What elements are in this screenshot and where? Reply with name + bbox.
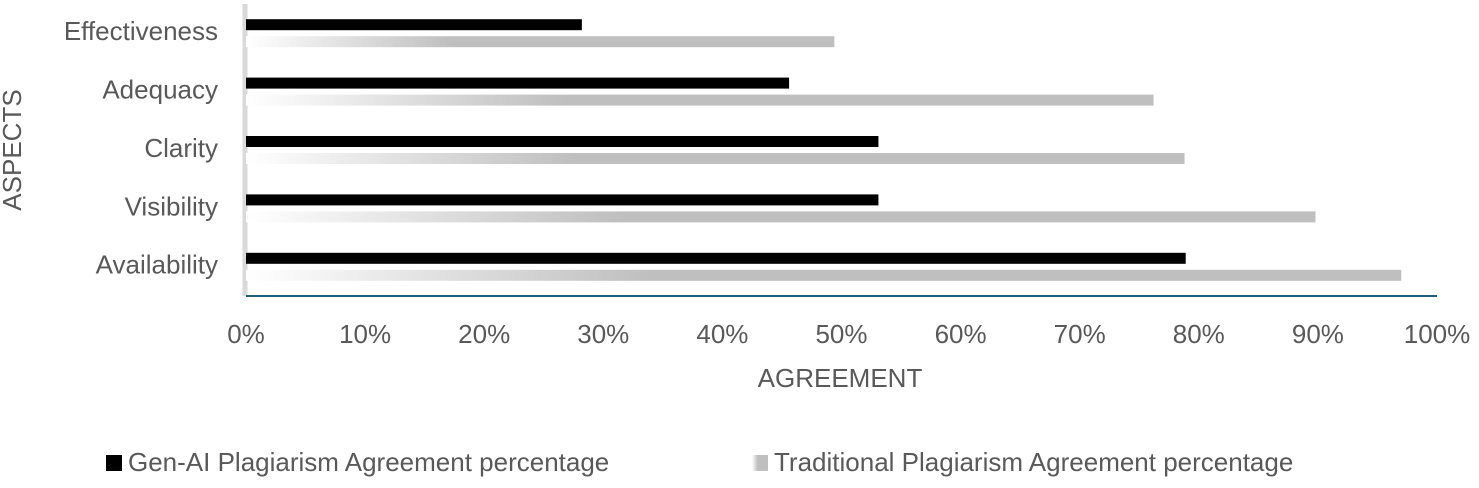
x-tick-label: 90% <box>1292 319 1344 349</box>
legend-label: Gen-AI Plagiarism Agreement percentage <box>128 447 609 477</box>
x-tick-label: 50% <box>815 319 867 349</box>
x-tick-label: 70% <box>1054 319 1106 349</box>
y-axis-title: ASPECTS <box>0 89 27 210</box>
x-tick-label: 30% <box>577 319 629 349</box>
y-tick-label: Clarity <box>144 133 218 163</box>
bar <box>246 94 1154 106</box>
bar <box>246 36 835 48</box>
x-tick-label: 20% <box>458 319 510 349</box>
x-tick-label: 0% <box>227 319 265 349</box>
x-tick-label: 10% <box>339 319 391 349</box>
x-tick-label: 100% <box>1404 319 1471 349</box>
y-tick-label: Visibility <box>125 191 218 221</box>
x-tick-label: 80% <box>1173 319 1225 349</box>
bar <box>246 136 879 147</box>
y-tick-label: Availability <box>96 250 218 280</box>
legend-swatch <box>106 455 122 471</box>
x-axis-title: AGREEMENT <box>758 363 923 393</box>
x-tick-label: 60% <box>935 319 987 349</box>
bar <box>246 269 1402 281</box>
bar <box>246 194 879 206</box>
bar <box>246 252 1186 264</box>
bar <box>246 153 1185 164</box>
bar <box>246 211 1316 223</box>
legend-label: Traditional Plagiarism Agreement percent… <box>774 447 1293 477</box>
bar <box>246 77 790 89</box>
bar <box>246 19 582 31</box>
y-tick-label: Effectiveness <box>64 16 218 46</box>
y-tick-label: Adequacy <box>102 74 218 104</box>
x-tick-label: 40% <box>696 319 748 349</box>
legend-swatch <box>752 455 768 471</box>
